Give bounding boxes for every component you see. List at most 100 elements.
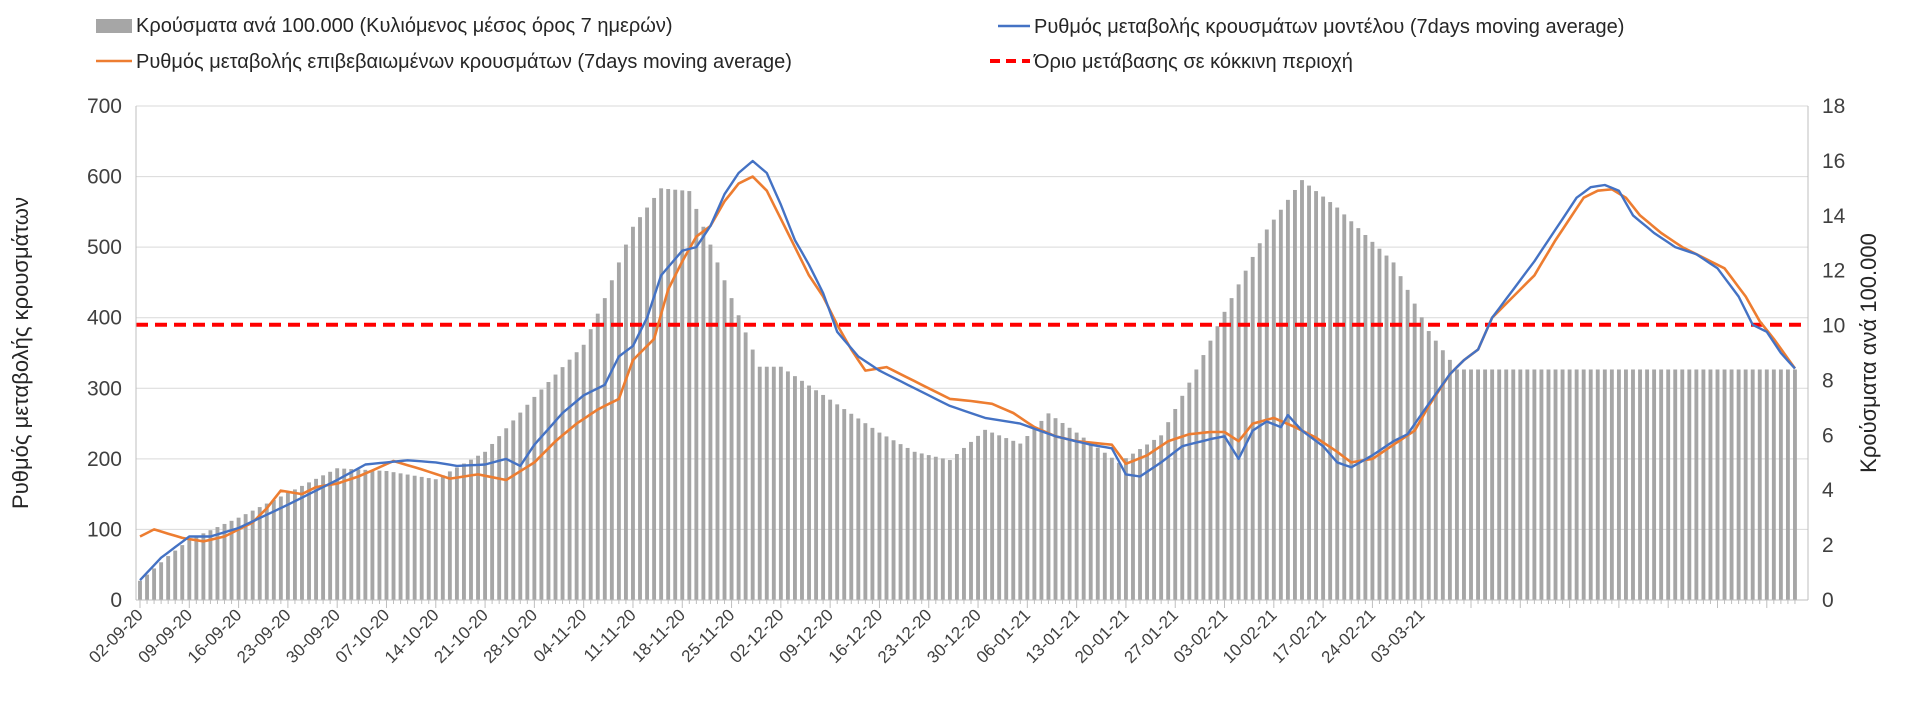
y1-tick-label: 0	[110, 589, 122, 612]
bar	[1166, 422, 1171, 600]
bar	[1025, 436, 1030, 600]
bar	[1300, 180, 1304, 600]
bar	[1680, 369, 1685, 600]
bar	[1722, 369, 1727, 600]
bar	[1694, 369, 1699, 600]
bar	[1314, 191, 1319, 601]
bar	[1335, 207, 1340, 601]
bar	[835, 404, 840, 600]
bar	[983, 429, 988, 600]
bar	[1624, 369, 1628, 600]
bar	[1757, 369, 1762, 600]
bar	[1138, 449, 1142, 600]
x-tick-label: 28-10-20	[480, 605, 542, 667]
bar	[764, 366, 769, 600]
y1-tick-label: 500	[87, 236, 122, 259]
bar	[905, 447, 910, 600]
bar	[708, 244, 713, 600]
bar	[1208, 340, 1213, 600]
bar	[1222, 311, 1227, 600]
bar	[440, 475, 445, 600]
bar	[546, 382, 551, 600]
y1-tick-label: 200	[87, 448, 122, 471]
y1-tick-label: 600	[87, 166, 122, 189]
bar	[194, 536, 199, 600]
legend-model-label: Ρυθμός μεταβολής κρουσμάτων μοντέλου (7d…	[1034, 16, 1624, 38]
bar	[1743, 369, 1748, 600]
bar	[426, 478, 431, 600]
bar	[736, 315, 741, 600]
bar	[1419, 317, 1424, 600]
bar	[1525, 369, 1530, 600]
bar	[1574, 369, 1579, 600]
bar	[673, 189, 678, 600]
bar	[159, 562, 164, 600]
bar	[694, 208, 699, 600]
bar	[462, 463, 466, 600]
y2-tick-label: 18	[1822, 95, 1845, 118]
legend-threshold-label: Όριο μετάβασης σε κόκκινη περιοχή	[1033, 51, 1353, 73]
bar	[814, 390, 819, 600]
bar	[1060, 422, 1065, 600]
bar	[1602, 369, 1607, 600]
bar	[1490, 369, 1495, 600]
bar	[884, 436, 889, 600]
bar	[553, 374, 558, 600]
bar	[1588, 369, 1593, 600]
bar	[1412, 303, 1417, 600]
bar	[750, 349, 755, 600]
y2-tick-label: 10	[1822, 315, 1845, 338]
legend: Κρούσματα ανά 100.000 (Κυλιόμενος μέσος …	[96, 15, 1624, 73]
bar	[828, 399, 833, 600]
bar	[1032, 428, 1037, 600]
bar	[532, 396, 537, 600]
bar	[490, 443, 495, 600]
bar	[1476, 369, 1480, 600]
bar	[1609, 369, 1614, 600]
bar	[1173, 408, 1178, 600]
y1-tick-label: 300	[87, 377, 122, 400]
bar	[1088, 442, 1093, 600]
bar	[771, 366, 776, 600]
bar	[1483, 369, 1488, 600]
bar	[1187, 382, 1192, 600]
bar	[1701, 369, 1706, 600]
bar	[145, 574, 149, 600]
bar	[1370, 241, 1375, 600]
bar	[1469, 369, 1473, 600]
bar	[623, 244, 628, 600]
bar	[940, 458, 945, 600]
y2-tick-label: 2	[1822, 534, 1834, 557]
bar	[1433, 340, 1438, 600]
bar	[1715, 369, 1720, 600]
y2-tick-label: 8	[1822, 369, 1834, 392]
bar	[1384, 255, 1389, 601]
bar	[574, 352, 579, 600]
bar	[497, 436, 502, 600]
bar	[370, 470, 375, 600]
bar	[1567, 369, 1572, 600]
bar	[1687, 369, 1692, 600]
bar	[1793, 369, 1797, 600]
bar	[1666, 369, 1671, 600]
bar	[1278, 209, 1283, 601]
bar	[1497, 369, 1502, 600]
bar	[976, 435, 980, 600]
bar	[1553, 369, 1558, 600]
bar	[680, 190, 685, 600]
bar	[292, 489, 297, 600]
bar	[1152, 439, 1157, 600]
bar	[1447, 359, 1452, 600]
y2-tick-label: 16	[1822, 150, 1845, 173]
bar	[1342, 214, 1347, 600]
bar	[919, 453, 924, 600]
bar	[926, 455, 931, 600]
bar	[1377, 248, 1382, 600]
bar	[898, 444, 903, 600]
bar	[236, 517, 241, 600]
y2-tick-label: 0	[1822, 589, 1834, 612]
bar	[616, 262, 621, 600]
bar-series	[138, 180, 1797, 601]
bar	[391, 472, 396, 600]
